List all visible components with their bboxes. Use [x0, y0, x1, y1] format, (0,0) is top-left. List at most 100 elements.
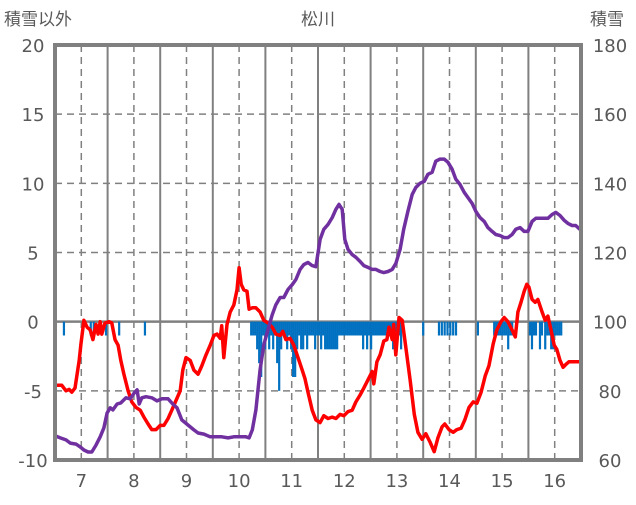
- bar: [272, 321, 275, 350]
- bar: [534, 321, 538, 336]
- x-tick-label: 15: [491, 471, 514, 492]
- bar: [286, 321, 289, 350]
- bar: [538, 321, 542, 350]
- y-right-tick-label: 120: [593, 244, 627, 265]
- x-tick-label: 13: [385, 471, 408, 492]
- bar: [62, 321, 66, 336]
- x-tick-label: 12: [333, 471, 356, 492]
- chart-title: 松川: [301, 10, 335, 30]
- bar: [380, 321, 383, 336]
- bar: [554, 321, 557, 336]
- bar: [449, 321, 452, 336]
- bar: [296, 321, 299, 350]
- bar: [298, 321, 301, 336]
- bar: [528, 321, 532, 336]
- x-tick-label: 16: [543, 471, 566, 492]
- bar: [324, 321, 327, 350]
- x-tick-label: 7: [76, 471, 87, 492]
- y-left-tick-label: 10: [22, 174, 45, 195]
- bar: [540, 321, 544, 336]
- bar: [310, 321, 313, 336]
- bar: [334, 321, 337, 350]
- bar: [312, 321, 315, 336]
- bar: [364, 321, 367, 336]
- bar: [346, 321, 349, 336]
- bar: [332, 321, 335, 350]
- bar: [304, 321, 307, 336]
- bar: [422, 321, 425, 336]
- bar: [354, 321, 357, 336]
- bar: [560, 321, 563, 336]
- bar: [320, 321, 323, 350]
- y-right-tick-label: 180: [593, 36, 627, 57]
- bar: [368, 321, 371, 336]
- y-left-tick-label: -5: [24, 382, 42, 403]
- bar: [530, 321, 534, 350]
- bar: [290, 321, 293, 350]
- bar: [476, 321, 480, 336]
- bar: [348, 321, 351, 336]
- bar: [336, 321, 339, 350]
- bar: [262, 321, 265, 336]
- bar: [143, 321, 147, 336]
- y-right-tick-label: 60: [599, 451, 622, 472]
- y-right-tick-label: 140: [593, 174, 627, 195]
- x-tick-label: 14: [438, 471, 461, 492]
- bar: [556, 321, 559, 336]
- y-right-tick-label: 100: [593, 313, 627, 334]
- bar: [104, 321, 108, 336]
- y-left-tick-label: 20: [22, 36, 45, 57]
- bar: [282, 321, 285, 336]
- tick-labels: 20 15 10 5 0 -5 -10 180 160 140 120 100 80 60 7 8 9 10 11 1…: [18, 36, 627, 492]
- bar: [372, 321, 375, 336]
- bar: [352, 321, 355, 336]
- bar: [300, 321, 303, 350]
- bar: [437, 321, 441, 336]
- bar: [338, 321, 341, 336]
- bar: [306, 321, 309, 350]
- bar: [308, 321, 311, 336]
- bar: [340, 321, 343, 336]
- right-axis-title: 積雪: [590, 10, 624, 30]
- bar: [452, 321, 455, 336]
- bar: [252, 321, 255, 336]
- bar: [268, 321, 271, 350]
- bar: [358, 321, 361, 336]
- y-left-tick-label: 5: [27, 244, 38, 265]
- plot-area-border: [53, 43, 583, 462]
- y-left-tick-label: 0: [27, 313, 38, 334]
- bar: [499, 321, 502, 336]
- x-tick-label: 9: [181, 471, 192, 492]
- red-line: [53, 265, 582, 454]
- bar: [446, 321, 449, 336]
- bar: [350, 321, 353, 336]
- purple-line: [53, 157, 582, 454]
- bar: [454, 321, 458, 336]
- bar: [378, 321, 381, 336]
- bar: [558, 321, 561, 336]
- bar: [254, 321, 257, 336]
- bar: [443, 321, 446, 336]
- bar: [507, 321, 510, 350]
- bar: [326, 321, 329, 350]
- bar: [288, 321, 291, 336]
- bar: [314, 321, 317, 350]
- bar: [356, 321, 359, 336]
- bar: [366, 321, 369, 350]
- bar: [278, 321, 281, 391]
- bar: [318, 321, 321, 336]
- x-tick-label: 11: [280, 471, 303, 492]
- bar: [440, 321, 443, 336]
- bar: [344, 321, 347, 336]
- line-series: [53, 157, 582, 454]
- bar: [316, 321, 319, 336]
- bar-series: [62, 321, 563, 391]
- y-right-tick-label: 160: [593, 105, 627, 126]
- bar: [370, 321, 373, 350]
- bar: [382, 321, 385, 336]
- bar: [250, 321, 253, 336]
- bar: [501, 321, 504, 336]
- bar: [384, 321, 387, 336]
- bar: [532, 321, 536, 336]
